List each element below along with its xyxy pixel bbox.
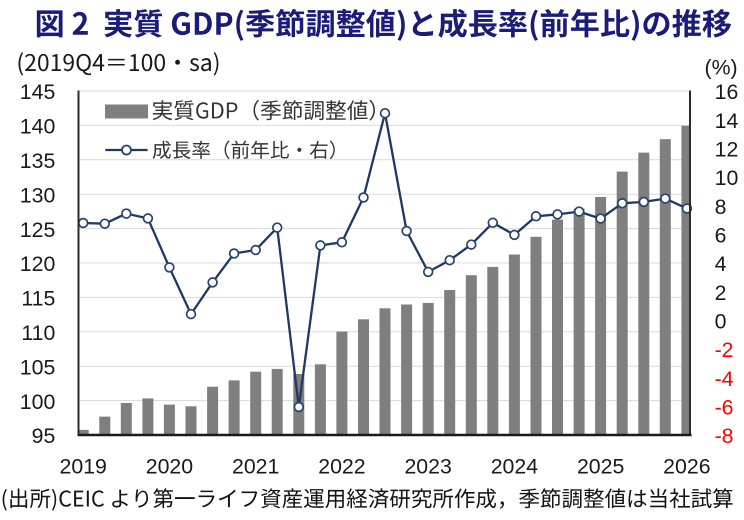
svg-text:2024: 2024 bbox=[491, 455, 539, 479]
svg-text:4: 4 bbox=[715, 252, 727, 276]
svg-text:16: 16 bbox=[715, 80, 739, 104]
svg-text:-6: -6 bbox=[715, 396, 734, 420]
svg-text:2: 2 bbox=[715, 281, 727, 305]
svg-text:105: 105 bbox=[20, 355, 56, 379]
svg-text:2020: 2020 bbox=[146, 455, 194, 479]
svg-text:6: 6 bbox=[715, 224, 727, 248]
svg-text:2022: 2022 bbox=[318, 455, 365, 479]
svg-text:14: 14 bbox=[715, 109, 739, 133]
svg-text:2021: 2021 bbox=[232, 455, 279, 479]
svg-text:130: 130 bbox=[20, 183, 56, 207]
svg-text:(%): (%) bbox=[705, 56, 738, 80]
svg-text:120: 120 bbox=[20, 252, 56, 276]
svg-text:2025: 2025 bbox=[577, 455, 624, 479]
svg-text:95: 95 bbox=[32, 424, 56, 448]
svg-text:8: 8 bbox=[715, 195, 727, 219]
svg-text:10: 10 bbox=[715, 166, 739, 190]
svg-text:-4: -4 bbox=[715, 367, 734, 391]
svg-text:2023: 2023 bbox=[404, 455, 451, 479]
svg-text:-8: -8 bbox=[715, 424, 734, 448]
svg-text:-2: -2 bbox=[715, 338, 734, 362]
svg-text:100: 100 bbox=[20, 390, 56, 414]
svg-text:110: 110 bbox=[21, 321, 55, 345]
svg-text:145: 145 bbox=[20, 80, 56, 104]
svg-text:0: 0 bbox=[715, 310, 727, 334]
svg-text:2019: 2019 bbox=[60, 455, 107, 479]
svg-text:135: 135 bbox=[20, 149, 56, 173]
svg-text:12: 12 bbox=[715, 138, 739, 162]
svg-text:140: 140 bbox=[20, 115, 56, 139]
svg-text:2026: 2026 bbox=[663, 455, 710, 479]
svg-text:125: 125 bbox=[20, 218, 56, 242]
svg-text:115: 115 bbox=[21, 287, 55, 311]
